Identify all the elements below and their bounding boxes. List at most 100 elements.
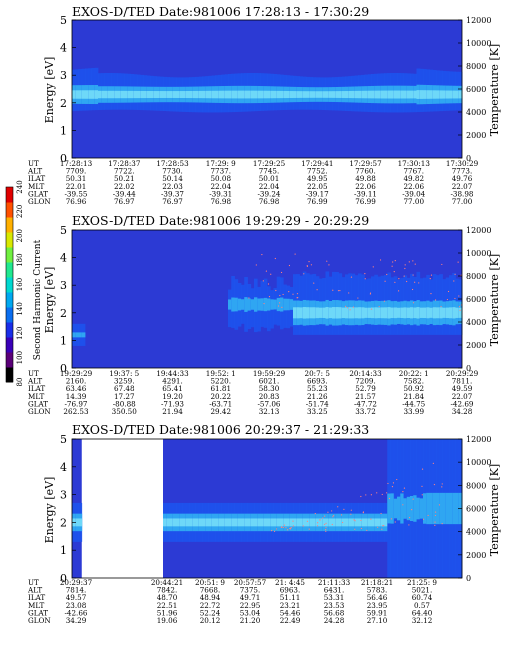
heatmap-peak xyxy=(101,90,105,99)
temperature-point xyxy=(396,478,398,481)
temperature-point xyxy=(398,278,400,280)
heatmap-peak xyxy=(75,90,79,99)
heatmap-peak xyxy=(361,90,365,99)
temperature-point xyxy=(370,308,373,310)
temperature-point xyxy=(427,514,429,517)
row-value: -80.88 xyxy=(113,399,136,408)
y-tick-label: 2 xyxy=(60,97,67,110)
y-tick-label: 3 xyxy=(60,279,67,292)
heatmap-peak xyxy=(244,90,248,99)
row-value: 64.40 xyxy=(412,608,433,617)
heatmap-peak xyxy=(380,307,385,319)
temperature-point xyxy=(454,297,456,300)
heatmap-peak xyxy=(322,307,326,318)
heatmap-peak xyxy=(306,307,310,319)
colorbar-ticks: 80 100 120 140 160 180 200 220 240 xyxy=(16,180,24,386)
heatmap-peak xyxy=(328,91,333,98)
heatmap-peak xyxy=(442,90,447,99)
temperature-point xyxy=(343,508,345,510)
heatmap-peak xyxy=(371,518,375,527)
heatmap-core xyxy=(452,492,456,525)
heatmap-peak xyxy=(221,518,226,527)
temperature-point xyxy=(458,306,461,308)
heatmap-core xyxy=(260,298,265,311)
temperature-point xyxy=(379,259,382,261)
row-value: 19.20 xyxy=(162,392,183,401)
row-value: 19:52: 1 xyxy=(206,369,236,378)
heatmap-core xyxy=(445,492,450,525)
row-value: 65.41 xyxy=(162,384,183,393)
temperature-point xyxy=(402,504,404,506)
heatmap-core xyxy=(75,332,79,338)
heatmap-peak xyxy=(182,518,187,527)
heatmap-peak xyxy=(351,90,356,99)
temperature-point xyxy=(308,261,310,263)
temperature-point xyxy=(360,527,363,530)
heatmap-peak xyxy=(254,518,258,527)
row-value: 60.74 xyxy=(412,593,433,602)
heatmap-core xyxy=(81,332,86,338)
heatmap-peak xyxy=(169,518,174,527)
temperature-point xyxy=(268,296,271,298)
row-value: 7745. xyxy=(259,167,280,176)
row-value: -44.75 xyxy=(402,399,425,408)
row-value: 7811. xyxy=(452,377,473,386)
y2-tick-label: 4000 xyxy=(466,528,486,537)
row-value: 7760. xyxy=(355,167,376,176)
temperature-point xyxy=(434,511,437,513)
heatmap-peak xyxy=(137,90,141,99)
row-value: 76.99 xyxy=(355,197,376,206)
temperature-point xyxy=(380,512,382,515)
row-value: 2160. xyxy=(66,377,87,386)
row-value: 22.06 xyxy=(355,182,376,191)
temperature-point xyxy=(447,290,450,293)
colorbar-frame xyxy=(5,186,14,383)
heatmap-peak xyxy=(429,307,434,318)
heatmap-peak xyxy=(348,307,352,319)
heatmap-1: 0 1 2 3 4 5 0 2000 4000 6000 8000 10000 12000 xyxy=(60,14,491,165)
row-value: 50.21 xyxy=(114,174,135,183)
temperature-point xyxy=(441,486,443,488)
heatmap-peak xyxy=(416,90,421,99)
temperature-point xyxy=(434,514,437,517)
temperature-point xyxy=(292,525,294,527)
row-value: 48.70 xyxy=(157,593,178,602)
temperature-point xyxy=(279,302,281,304)
temperature-point xyxy=(288,291,290,293)
row-value: 55.23 xyxy=(307,384,328,393)
temperature-point xyxy=(404,264,406,266)
heatmap-peak xyxy=(237,518,242,527)
heatmap-core xyxy=(276,297,281,312)
heatmap-core xyxy=(257,298,261,311)
heatmap-core xyxy=(280,297,284,312)
temperature-point xyxy=(369,293,371,295)
y-tick-label: 5 xyxy=(60,433,67,446)
row-value: -39.55 xyxy=(64,189,87,198)
temperature-point xyxy=(282,526,284,529)
row-value: 21:18:21 xyxy=(361,578,393,587)
heatmap-peak xyxy=(280,90,284,99)
row-value: -39.04 xyxy=(402,189,425,198)
row-value: -42.66 xyxy=(64,608,87,617)
colorbar-tick-label: 160 xyxy=(16,278,24,291)
row-value: 22.51 xyxy=(157,601,178,610)
row-value: 33.99 xyxy=(403,407,424,416)
temperature-point xyxy=(274,257,276,260)
temperature-point xyxy=(403,487,406,489)
y2-tick-label: 8000 xyxy=(466,62,486,71)
row-value: 17:28:53 xyxy=(156,159,189,168)
row-value: 21:25: 9 xyxy=(407,578,437,587)
heatmap-peak xyxy=(377,307,382,319)
heatmap-peak xyxy=(419,307,424,318)
row-value: 49.82 xyxy=(403,174,424,183)
row-value: 22.05 xyxy=(307,182,328,191)
heatmap-peak xyxy=(361,518,365,527)
heatmap-peak xyxy=(75,518,79,527)
heatmap-peak xyxy=(367,307,372,318)
heatmap-peak xyxy=(198,90,203,99)
temperature-point xyxy=(296,293,299,295)
temperature-point xyxy=(337,290,340,292)
row-label: MLT xyxy=(28,601,45,610)
temperature-point xyxy=(460,274,462,276)
row-value: 7375. xyxy=(240,586,261,595)
